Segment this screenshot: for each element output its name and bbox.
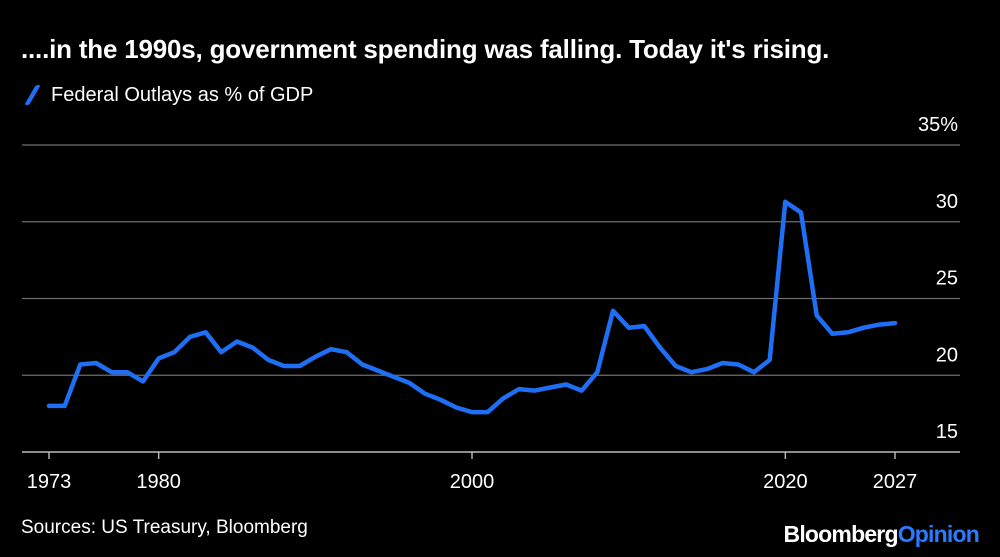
legend: Federal Outlays as % of GDP	[24, 83, 313, 107]
chart-title: ....in the 1990s, government spending wa…	[21, 34, 830, 64]
brand-logo: BloombergOpinion	[783, 521, 980, 548]
series-line	[46, 199, 898, 415]
brand-logo-part1: Bloomberg	[783, 521, 899, 547]
legend-label: Federal Outlays as % of GDP	[51, 83, 314, 106]
x-tick-label: 2020	[763, 471, 808, 493]
source-note: Sources: US Treasury, Bloomberg	[21, 517, 308, 538]
y-tick-label: 15	[936, 421, 958, 443]
y-tick-label: 35%	[918, 114, 958, 136]
brand-logo-part2: Opinion	[897, 521, 980, 547]
y-tick-label: 30	[936, 191, 958, 213]
x-tick-label: 2027	[873, 471, 918, 493]
x-tick-label: 2000	[450, 471, 495, 493]
x-tick-label: 1980	[136, 471, 181, 493]
y-tick-label: 25	[936, 268, 958, 290]
x-tick-label: 1973	[27, 471, 72, 493]
y-tick-label: 20	[936, 344, 958, 366]
